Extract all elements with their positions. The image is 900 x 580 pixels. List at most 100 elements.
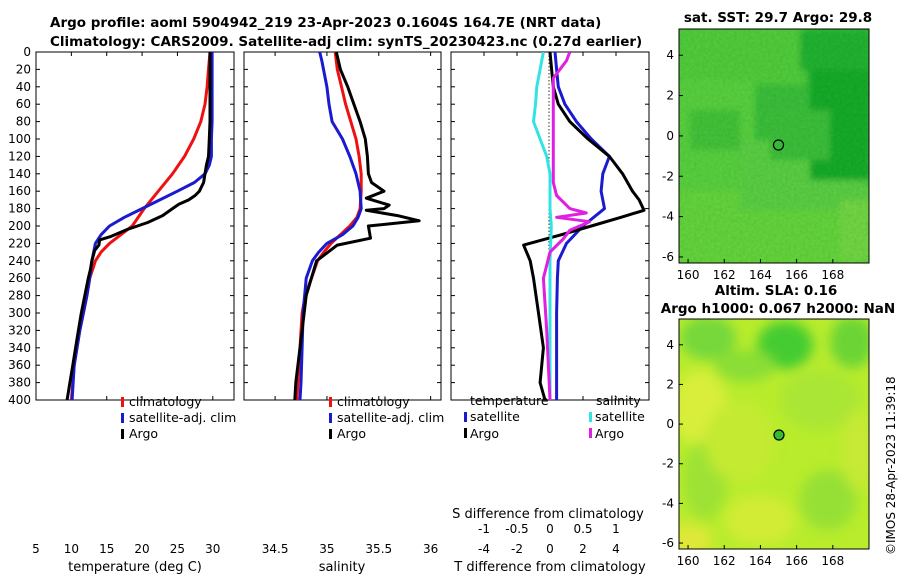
legend-label-s-satellite: satellite — [595, 409, 645, 424]
lon-tick-label: 168 — [821, 268, 844, 282]
s-diff-tick-label: -1 — [478, 522, 490, 536]
temperature-ticks: 5 10 15 20 25 30 — [32, 52, 220, 556]
x-tick-label: 20 — [134, 542, 149, 556]
sst-lat-ticks: 4 2 0 -2 -4 -6 — [662, 48, 683, 264]
copyright-stamp: ©IMOS 28-Apr-2023 11:39:18 — [884, 376, 898, 555]
lat-tick-label: 4 — [666, 338, 674, 352]
legend-label-satellite-clim: satellite-adj. clim — [129, 410, 236, 425]
lon-tick-label: 166 — [785, 268, 808, 282]
depth-tick-label: 360 — [8, 358, 31, 372]
series-line-salinity-argo — [541, 52, 592, 400]
x-tick-label: -4 — [478, 542, 490, 556]
depth-tick-label: 380 — [8, 376, 31, 390]
salinity-lines — [293, 52, 421, 400]
x-tick-label: 5 — [32, 542, 40, 556]
series-line-argo — [293, 52, 421, 400]
sst-argo-marker — [772, 139, 785, 151]
legend-label-climatology: climatology — [337, 394, 410, 409]
lat-tick-label: 2 — [666, 377, 674, 391]
salinity-ticks: 34.5 35 35.5 36 — [262, 52, 438, 556]
s-difference-label: S difference from climatology — [452, 507, 644, 522]
difference-lines — [522, 52, 646, 400]
sla-lat-ticks: 4 2 0 -2 -4 -6 — [662, 338, 683, 550]
sst-lon-ticks: 160 162 164 166 168 — [677, 259, 844, 282]
lon-tick-label: 162 — [713, 554, 736, 568]
salinity-xlabel: salinity — [319, 560, 366, 575]
x-tick-label: 25 — [170, 542, 185, 556]
x-tick-label: 4 — [612, 542, 620, 556]
x-tick-label: 0 — [546, 542, 554, 556]
depth-tick-label: 400 — [8, 393, 31, 407]
difference-depth-ticks — [451, 51, 649, 401]
legend-title-salinity: salinity — [596, 393, 641, 408]
salinity-depth-ticks — [244, 51, 441, 401]
depth-tick-label: 260 — [8, 271, 31, 285]
lat-tick-label: 0 — [666, 129, 674, 143]
x-tick-label: 36 — [423, 542, 438, 556]
depth-tick-label: 220 — [8, 236, 31, 250]
x-tick-label: 35.5 — [365, 542, 392, 556]
lat-tick-label: -4 — [662, 210, 674, 224]
series-line-temperature-satellite — [553, 52, 611, 400]
x-tick-label: 15 — [99, 542, 114, 556]
depth-tick-label: 100 — [8, 132, 31, 146]
figure-title-line1: Argo profile: aoml 5904942_219 23-Apr-20… — [50, 15, 601, 31]
lat-tick-label: 4 — [666, 48, 674, 62]
salinity-legend: climatology satellite-adj. clim Argo — [329, 394, 444, 441]
lat-tick-label: 2 — [666, 89, 674, 103]
depth-tick-label: 120 — [8, 149, 31, 163]
depth-tick-label: 200 — [8, 219, 31, 233]
lat-tick-label: -2 — [662, 457, 674, 471]
series-line-salinity-satellite — [532, 52, 553, 400]
depth-tick-label: 300 — [8, 306, 31, 320]
legend-label-argo: Argo — [337, 426, 366, 441]
lon-tick-label: 160 — [677, 554, 700, 568]
lon-tick-label: 168 — [821, 554, 844, 568]
depth-ticks: 0 20 40 60 80 100 120 140 160 180 200 220 240 260 280 3… — [8, 45, 234, 407]
lon-tick-label: 166 — [785, 554, 808, 568]
s-diff-tick-label: -0.5 — [505, 522, 528, 536]
sst-map-title: sat. SST: 29.7 Argo: 29.8 — [684, 10, 872, 26]
lat-tick-label: 0 — [666, 417, 674, 431]
x-tick-label: 35 — [319, 542, 334, 556]
t-difference-label: T difference from climatology — [453, 560, 646, 575]
sla-map: Altim. SLA: 0.16 Argo h1000: 0.067 h2000… — [661, 283, 895, 568]
legend-swatch-satellite-clim — [329, 413, 332, 423]
legend-swatch-argo — [329, 429, 332, 439]
salinity-panel: 34.5 35 35.5 36 climatology satellite-adj. … — [243, 51, 444, 575]
lon-tick-label: 160 — [677, 268, 700, 282]
depth-tick-label: 340 — [8, 341, 31, 355]
legend-swatch-climatology — [329, 397, 332, 407]
depth-tick-label: 240 — [8, 254, 31, 268]
s-diff-tick-label: 0 — [546, 522, 554, 536]
sla-map-title-line2: Argo h1000: 0.067 h2000: NaN — [661, 301, 895, 317]
depth-tick-label: 40 — [16, 80, 31, 94]
sst-map: sat. SST: 29.7 Argo: 29.8 160 162 164 166 16… — [662, 10, 872, 282]
sla-lon-ticks: 160 162 164 166 168 — [677, 545, 844, 568]
series-line-temperature-argo — [522, 52, 646, 400]
x-tick-label: 2 — [579, 542, 587, 556]
temperature-legend: climatology satellite-adj. clim Argo — [121, 394, 236, 441]
legend-label-climatology: climatology — [129, 394, 202, 409]
lat-tick-label: -6 — [662, 250, 674, 264]
legend-title-temperature: temperature — [470, 393, 549, 408]
depth-tick-label: 140 — [8, 167, 31, 181]
series-line-argo — [65, 52, 212, 400]
salinity-axes-frame — [243, 51, 442, 401]
depth-tick-label: 280 — [8, 289, 31, 303]
sla-field — [679, 319, 869, 549]
lon-tick-label: 162 — [713, 268, 736, 282]
x-tick-label: 30 — [205, 542, 220, 556]
x-tick-label: 10 — [64, 542, 79, 556]
difference-legend: temperature salinity satellite Argo sate… — [464, 393, 645, 441]
sst-map-frame — [678, 28, 870, 264]
lat-tick-label: -4 — [662, 496, 674, 510]
difference-panel: -4 -2 0 2 4 temperature salinity satellite A… — [450, 51, 650, 575]
temperature-lines — [65, 52, 214, 400]
legend-label-s-argo: Argo — [595, 426, 624, 441]
lon-tick-label: 164 — [749, 554, 772, 568]
legend-label-argo: Argo — [129, 426, 158, 441]
legend-swatch-argo — [121, 429, 124, 439]
temperature-panel: 0 20 40 60 80 100 120 140 160 180 200 220 240 260 280 3… — [8, 45, 236, 575]
depth-tick-label: 20 — [16, 62, 31, 76]
